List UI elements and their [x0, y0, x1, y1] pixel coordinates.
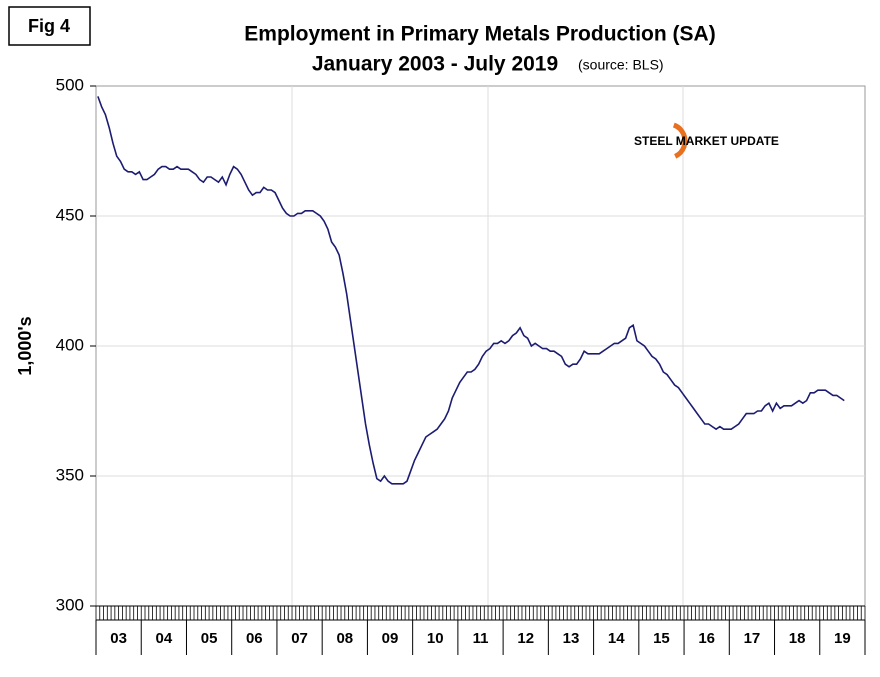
y-tick-label: 350 [56, 465, 84, 484]
fig-label: Fig 4 [28, 16, 70, 36]
source-note: (source: BLS) [578, 57, 664, 73]
chart-title: Employment in Primary Metals Production … [244, 23, 715, 46]
x-tick-label: 05 [201, 630, 218, 647]
x-tick-label: 18 [789, 630, 806, 647]
logo-text: STEEL MARKET UPDATE [634, 134, 779, 148]
data-line [97, 96, 845, 485]
y-tick-label: 300 [56, 595, 84, 614]
x-tick-label: 03 [110, 630, 127, 647]
x-tick-label: 10 [427, 630, 444, 647]
x-tick-label: 17 [744, 630, 761, 647]
chart-subtitle: January 2003 - July 2019 [312, 53, 558, 76]
y-tick-label: 400 [56, 335, 84, 354]
fig-box [8, 6, 91, 46]
x-tick-label: 09 [382, 630, 399, 647]
x-tick-label: 04 [156, 630, 173, 647]
y-axis-label: 1,000's [15, 316, 35, 375]
x-tick-label: 16 [698, 630, 715, 647]
x-tick-label: 13 [563, 630, 580, 647]
y-tick-label: 500 [56, 75, 84, 94]
x-tick-label: 19 [834, 630, 851, 647]
y-tick-label: 450 [56, 205, 84, 224]
x-tick-label: 14 [608, 630, 625, 647]
x-tick-label: 15 [653, 630, 670, 647]
x-tick-label: 07 [291, 630, 308, 647]
x-tick-label: 06 [246, 630, 263, 647]
x-tick-label: 08 [336, 630, 353, 647]
x-tick-label: 11 [473, 630, 489, 647]
x-tick-label: 12 [517, 630, 534, 647]
